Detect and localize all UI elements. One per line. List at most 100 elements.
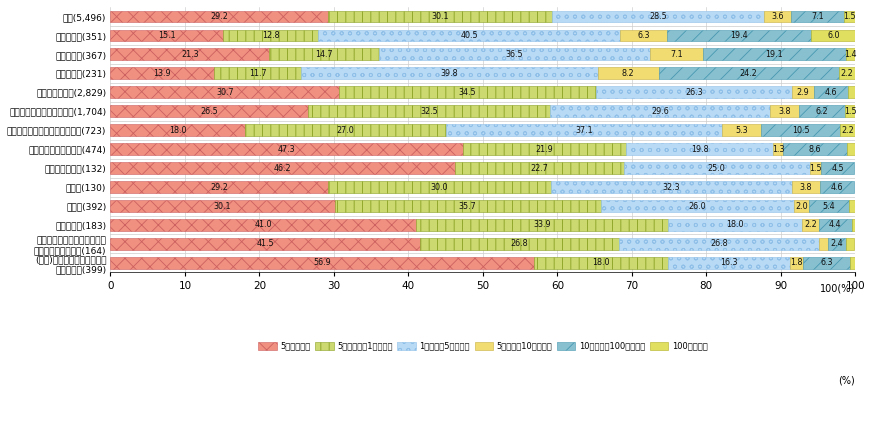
Bar [791, 11, 844, 22]
Bar [111, 105, 308, 117]
Text: 10.5: 10.5 [792, 126, 809, 135]
Bar [214, 67, 301, 79]
Text: 14.7: 14.7 [315, 50, 333, 59]
Bar [839, 67, 855, 79]
Bar [318, 29, 620, 41]
Bar [840, 124, 856, 136]
Text: 5.3: 5.3 [735, 126, 748, 135]
Bar [111, 48, 269, 60]
Bar [770, 105, 799, 117]
Text: 37.1: 37.1 [575, 126, 593, 135]
Bar [551, 181, 792, 193]
Text: 32.5: 32.5 [420, 107, 438, 116]
Bar [850, 257, 856, 269]
Bar [773, 143, 783, 155]
Text: 19.4: 19.4 [730, 31, 748, 40]
Text: 4.6: 4.6 [824, 88, 837, 97]
Text: 26.0: 26.0 [689, 202, 706, 210]
Text: 2.2: 2.2 [841, 69, 854, 78]
Text: 11.7: 11.7 [249, 69, 266, 78]
Text: 46.2: 46.2 [274, 164, 291, 173]
Bar [623, 162, 810, 174]
Bar [667, 29, 811, 41]
Bar [111, 238, 419, 250]
Bar [792, 86, 814, 98]
Text: 18.0: 18.0 [593, 258, 610, 267]
Bar [626, 143, 773, 155]
Text: 30.1: 30.1 [214, 202, 231, 210]
Bar [783, 143, 847, 155]
Text: 1.3: 1.3 [772, 145, 785, 154]
Bar [601, 200, 794, 212]
Bar [847, 143, 855, 155]
Text: 4.6: 4.6 [831, 183, 843, 192]
Text: 41.5: 41.5 [256, 240, 274, 248]
Text: 7.1: 7.1 [671, 50, 683, 59]
Bar [821, 162, 855, 174]
Bar [301, 67, 597, 79]
Text: 1.5: 1.5 [809, 164, 821, 173]
Bar [244, 124, 446, 136]
Bar [454, 162, 623, 174]
Text: 19.1: 19.1 [766, 50, 783, 59]
Text: 26.8: 26.8 [510, 240, 528, 248]
Text: 29.6: 29.6 [651, 107, 669, 116]
Text: 6.3: 6.3 [637, 31, 650, 40]
Bar [799, 105, 845, 117]
Text: 26.3: 26.3 [685, 88, 703, 97]
Bar [844, 11, 855, 22]
Bar [328, 11, 552, 22]
Text: 34.5: 34.5 [459, 88, 476, 97]
Bar [308, 105, 550, 117]
Bar [765, 11, 791, 22]
Bar [111, 86, 339, 98]
Text: 47.3: 47.3 [278, 145, 296, 154]
Text: 18.0: 18.0 [169, 126, 187, 135]
Bar [111, 67, 214, 79]
Text: 15.1: 15.1 [158, 31, 175, 40]
Bar [597, 67, 658, 79]
Bar [846, 48, 856, 60]
Bar [111, 181, 328, 193]
Bar [378, 48, 651, 60]
Text: 32.3: 32.3 [663, 183, 680, 192]
Text: 19.8: 19.8 [691, 145, 708, 154]
Bar [223, 29, 318, 41]
Text: 12.8: 12.8 [262, 31, 279, 40]
Bar [811, 29, 856, 41]
Bar [810, 162, 821, 174]
Text: 30.7: 30.7 [216, 88, 234, 97]
Text: 5.4: 5.4 [823, 202, 835, 210]
Bar [821, 181, 855, 193]
Text: 18.0: 18.0 [726, 221, 744, 229]
Text: 2.9: 2.9 [796, 88, 809, 97]
Bar [828, 238, 846, 250]
Text: 2.2: 2.2 [804, 221, 817, 229]
Bar [668, 219, 802, 231]
Bar [328, 181, 551, 193]
Text: 28.5: 28.5 [650, 12, 667, 21]
Bar [535, 257, 668, 269]
Text: 26.8: 26.8 [710, 240, 728, 248]
Bar [419, 238, 619, 250]
Text: 8.2: 8.2 [622, 69, 635, 78]
Bar [814, 86, 848, 98]
Bar [794, 200, 809, 212]
Bar [722, 124, 761, 136]
Text: 25.0: 25.0 [708, 164, 726, 173]
Text: 1.8: 1.8 [790, 258, 802, 267]
Bar [339, 86, 596, 98]
Bar [761, 124, 840, 136]
Bar [704, 48, 846, 60]
Text: 1.4: 1.4 [844, 50, 857, 59]
Text: 3.6: 3.6 [772, 12, 784, 21]
Text: 27.0: 27.0 [337, 126, 354, 135]
Bar [848, 86, 856, 98]
Bar [111, 29, 223, 41]
Bar [446, 124, 722, 136]
Bar [809, 200, 849, 212]
Text: 1.5: 1.5 [843, 12, 856, 21]
Bar [111, 219, 416, 231]
Text: 40.5: 40.5 [460, 31, 478, 40]
Text: 7.1: 7.1 [811, 12, 824, 21]
